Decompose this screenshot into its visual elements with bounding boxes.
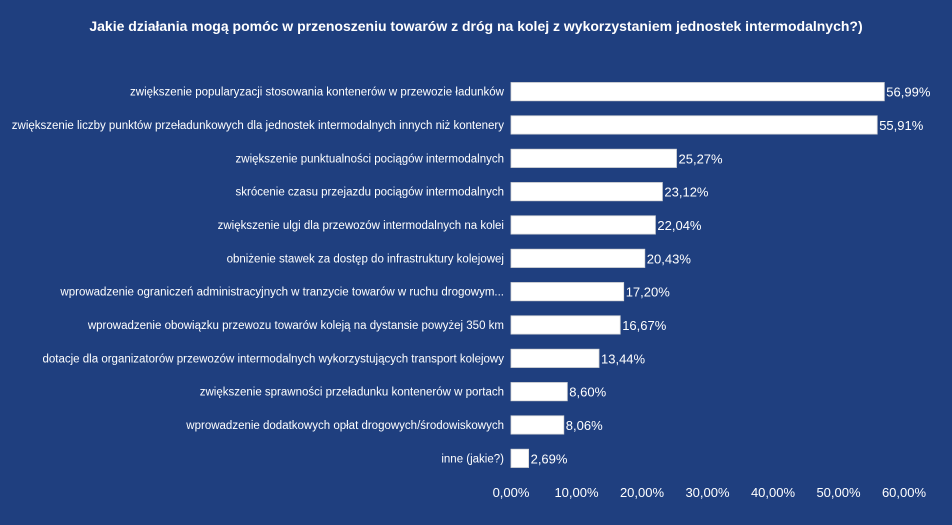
value-label: 2,69% [531, 451, 568, 466]
category-label: zwiększenie sprawności przeładunku konte… [200, 387, 504, 399]
category-label: obniżenie stawek za dostęp do infrastruk… [227, 253, 504, 265]
value-label: 16,67% [622, 318, 667, 333]
category-label: skrócenie czasu przejazdu pociągów inter… [236, 187, 504, 199]
category-label: dotacje dla organizatorów przewozów inte… [43, 353, 505, 365]
chart-title: Jakie działania mogą pomóc w przenoszeni… [89, 18, 863, 34]
value-label: 56,99% [886, 85, 931, 100]
value-label: 17,20% [626, 285, 671, 300]
category-label: zwiększenie ulgi dla przewozów intermoda… [218, 220, 504, 232]
value-label: 8,06% [566, 418, 603, 433]
category-label: wprowadzenie ograniczeń administracyjnyc… [59, 287, 504, 299]
bar [510, 215, 656, 235]
category-label: wprowadzenie dodatkowych opłat drogowych… [185, 420, 504, 432]
x-tick-label: 20,00% [620, 485, 665, 500]
category-label: inne (jakie?) [441, 453, 504, 465]
bar [510, 348, 600, 368]
category-label: zwiększenie liczby punktów przeładunkowy… [12, 120, 504, 132]
x-tick-label: 40,00% [751, 485, 796, 500]
value-label: 13,44% [601, 351, 646, 366]
value-label: 23,12% [664, 185, 709, 200]
value-label: 20,43% [647, 251, 692, 266]
bar [510, 82, 885, 102]
bar [510, 415, 565, 435]
category-label: zwiększenie punktualności pociągów inter… [236, 153, 504, 165]
value-label: 8,60% [569, 385, 606, 400]
x-tick-label: 10,00% [554, 485, 599, 500]
x-tick-label: 0,00% [493, 485, 530, 500]
bar [510, 148, 677, 168]
x-tick-label: 60,00% [882, 485, 927, 500]
category-label: zwiększenie popularyzacji stosowania kon… [130, 87, 505, 99]
bar [510, 382, 568, 402]
bar [510, 115, 878, 135]
bar [510, 182, 663, 202]
bar [510, 448, 530, 468]
bar [510, 282, 625, 302]
value-label: 22,04% [657, 218, 702, 233]
x-tick-label: 50,00% [816, 485, 861, 500]
bar [510, 248, 646, 268]
category-label: wprowadzenie obowiązku przewozu towarów … [87, 320, 504, 332]
value-label: 55,91% [879, 118, 924, 133]
x-tick-label: 30,00% [685, 485, 730, 500]
value-label: 25,27% [679, 151, 724, 166]
bar [510, 315, 621, 335]
